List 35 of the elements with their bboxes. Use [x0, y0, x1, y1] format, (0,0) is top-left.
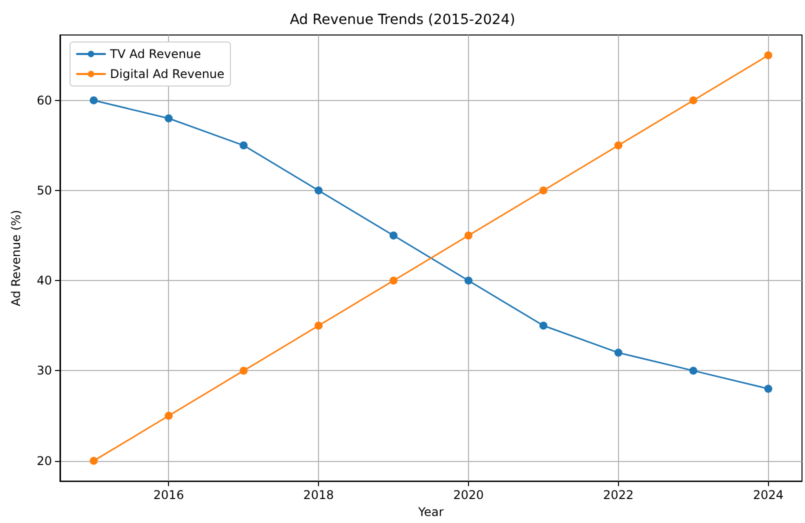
point: [90, 96, 98, 104]
point: [164, 114, 173, 122]
y-tick-label: 50: [36, 183, 52, 198]
legend-label: TV Ad Revenue: [109, 47, 202, 61]
point: [314, 322, 323, 330]
y-tick-label: 30: [36, 364, 52, 378]
point: [314, 186, 323, 194]
point: [464, 232, 472, 240]
x-tick-label: 2022: [603, 488, 634, 502]
point: [614, 348, 622, 357]
point: [689, 96, 698, 104]
y-tick-label: 60: [36, 93, 52, 108]
point: [764, 51, 772, 60]
x-tick-label: 2020: [453, 488, 484, 502]
point: [539, 322, 548, 330]
y-axis-title: Ad Revenue (%): [9, 210, 23, 306]
x-tick-label: 2024: [753, 488, 784, 502]
point: [164, 412, 173, 420]
x-axis-title: Year: [417, 505, 444, 519]
point: [464, 276, 472, 285]
y-tick-label: 40: [36, 274, 52, 288]
x-tick-label: 2018: [303, 488, 334, 502]
legend-label: Digital Ad Revenue: [110, 67, 224, 81]
point: [689, 366, 698, 375]
point: [90, 456, 98, 465]
point: [614, 141, 622, 150]
point: [240, 366, 248, 375]
point: [539, 186, 548, 194]
point: [764, 384, 772, 393]
x-tick-label: 2016: [153, 488, 184, 502]
y-tick-label: 20: [36, 454, 52, 468]
chart-title: Ad Revenue Trends (2015-2024): [290, 12, 516, 28]
point: [390, 276, 398, 285]
point: [240, 141, 248, 150]
point: [390, 232, 398, 240]
